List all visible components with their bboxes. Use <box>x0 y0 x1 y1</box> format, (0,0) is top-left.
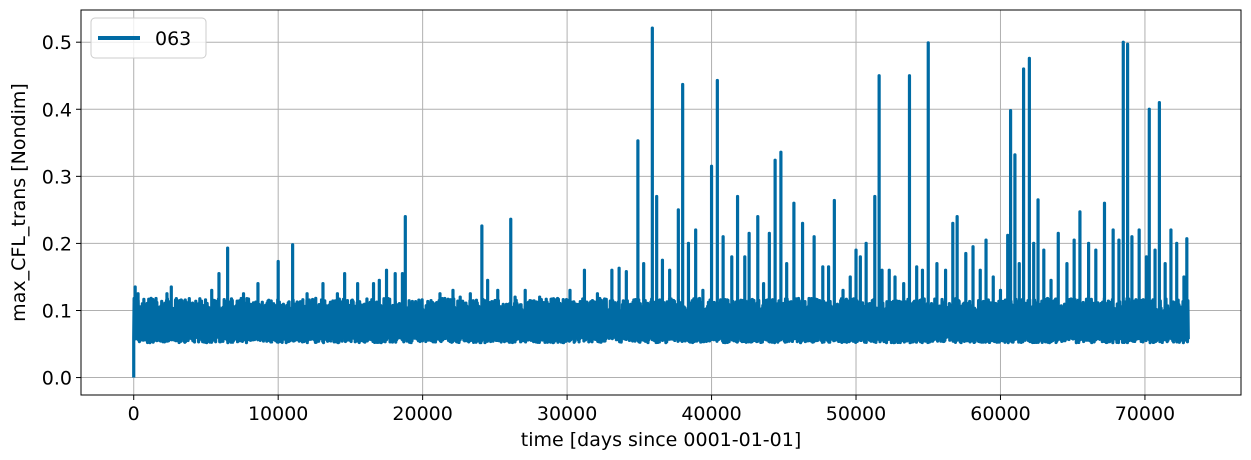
series-layer <box>132 26 1190 378</box>
y-tick-label: 0.2 <box>42 233 72 255</box>
x-tick-label: 40000 <box>681 403 741 425</box>
x-tick-label: 60000 <box>970 403 1030 425</box>
y-tick-label: 0.1 <box>42 300 72 322</box>
y-tick-label: 0.4 <box>42 99 72 121</box>
y-axis-label: max_CFL_trans [Nondim] <box>8 83 30 322</box>
y-tick-label: 0.5 <box>42 32 72 54</box>
series-line-063 <box>132 26 1190 378</box>
legend-label: 063 <box>155 28 191 50</box>
x-tick-label: 70000 <box>1115 403 1175 425</box>
x-axis-label: time [days since 0001-01-01] <box>521 429 802 451</box>
x-tick-label: 0 <box>128 403 140 425</box>
legend-box <box>90 17 207 59</box>
plot-frame <box>80 9 1242 396</box>
y-tick-label: 0.0 <box>42 368 72 390</box>
x-tick-label: 50000 <box>826 403 886 425</box>
ticks: 0 10000 20000 30000 40000 50000 60000 70000 0.0 0… <box>42 32 1175 425</box>
x-tick-label: 30000 <box>537 403 597 425</box>
x-tick-label: 10000 <box>248 403 308 425</box>
legend: 063 <box>90 17 207 59</box>
y-tick-label: 0.3 <box>42 166 72 188</box>
x-tick-label: 20000 <box>392 403 452 425</box>
